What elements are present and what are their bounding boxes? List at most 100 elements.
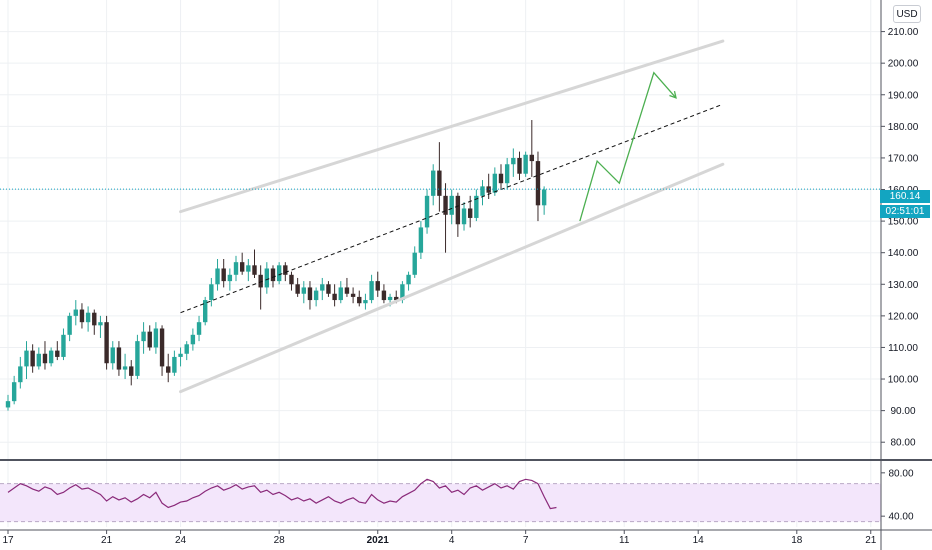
projection-path[interactable]: [579, 71, 677, 222]
candle: [307, 281, 313, 310]
time-axis[interactable]: 17 21 24 28 2021 4 7 11 14 18 21: [2, 530, 877, 546]
candle-body: [369, 281, 374, 301]
rsi-polyline: [7, 478, 557, 510]
time-tick-label: 7: [523, 535, 529, 546]
candle-body: [406, 274, 411, 285]
candle-body: [461, 208, 467, 225]
candle-body: [264, 268, 270, 288]
candle-body: [301, 287, 306, 294]
candle: [135, 334, 140, 380]
candle: [474, 189, 479, 222]
projection-polyline[interactable]: [579, 71, 677, 222]
candle: [504, 157, 510, 190]
candle-body: [486, 186, 491, 193]
candle: [184, 341, 189, 361]
candle-body: [129, 366, 134, 376]
candle: [153, 322, 159, 354]
candle-body: [252, 265, 257, 275]
candle-body: [400, 284, 405, 301]
candle-body: [381, 290, 387, 301]
candle-body: [387, 296, 393, 301]
candle-body: [141, 331, 146, 342]
candle: [270, 265, 276, 288]
candle-body: [424, 195, 430, 228]
candle-body: [215, 268, 220, 285]
candle-body: [332, 293, 337, 301]
time-tick-label: 21: [101, 535, 113, 546]
time-tick-label: 14: [693, 535, 705, 546]
price-axis[interactable]: 80.00 90.00 100.00 110.00 120.00 130.00 140.00…: [881, 27, 919, 449]
projection-arrowhead[interactable]: [669, 90, 677, 99]
candle: [424, 189, 430, 234]
price-tick-label: 180.00: [888, 122, 919, 133]
candle: [418, 221, 424, 260]
candle-body: [116, 347, 122, 370]
candle-body: [196, 322, 202, 335]
candle: [443, 183, 448, 253]
channel-lower-line[interactable]: [179, 162, 725, 394]
candle-body: [541, 189, 547, 206]
price-tick-label: 100.00: [888, 375, 919, 386]
channel-upper-line[interactable]: [179, 39, 725, 214]
rsi-tick-label: 80.00: [888, 468, 913, 479]
candle-body: [498, 173, 504, 184]
candle: [209, 277, 214, 307]
currency-badge[interactable]: USD: [893, 5, 921, 23]
candle: [67, 312, 72, 342]
candle: [381, 284, 387, 304]
candle: [437, 142, 442, 212]
price-tick-label: 140.00: [888, 248, 919, 259]
candle-body: [36, 353, 42, 367]
candle: [332, 284, 337, 307]
candle: [492, 167, 498, 196]
candle-body: [535, 161, 541, 206]
candle: [196, 315, 202, 342]
candle: [467, 195, 473, 228]
candle-body: [517, 157, 522, 174]
candle-body: [184, 344, 189, 354]
candle-body: [166, 366, 171, 373]
candle-body: [504, 164, 510, 184]
time-tick-label: 11: [619, 535, 630, 546]
candle-body: [209, 284, 214, 301]
candle: [141, 322, 146, 354]
price-tick-label: 190.00: [888, 90, 919, 101]
candle: [523, 151, 528, 177]
candle-body: [283, 265, 288, 275]
candle: [227, 268, 233, 291]
candle-body: [48, 350, 54, 364]
rsi-line: [7, 478, 557, 510]
candle-body: [357, 296, 362, 304]
candle: [110, 341, 115, 370]
price-tick-label: 80.00: [890, 438, 915, 449]
candle-body: [55, 350, 60, 357]
candle-body: [92, 312, 97, 326]
candle: [129, 360, 134, 386]
candle-body: [375, 281, 380, 291]
candle-body: [326, 284, 331, 294]
candle: [147, 325, 152, 351]
candle: [172, 350, 177, 376]
price-tick-label: 200.00: [888, 59, 919, 70]
candle: [449, 189, 454, 225]
candle-body: [492, 173, 498, 193]
candle: [252, 249, 257, 278]
time-tick-label: 2021: [367, 535, 390, 546]
candle: [36, 347, 42, 370]
candle: [239, 252, 245, 275]
price-tick-label: 110.00: [888, 343, 918, 354]
rsi-axis[interactable]: 40.00 80.00: [881, 468, 914, 523]
candle: [283, 262, 288, 282]
candle: [517, 151, 522, 181]
candle-body: [172, 356, 177, 373]
candle-body: [270, 268, 276, 282]
candle: [455, 192, 461, 237]
candle: [461, 202, 467, 231]
last-price-tag: 160.14: [880, 190, 930, 203]
candle: [320, 277, 325, 301]
candle: [289, 271, 294, 291]
candle: [412, 246, 417, 278]
candle: [30, 344, 35, 373]
price-tick-label: 150.00: [888, 217, 919, 228]
